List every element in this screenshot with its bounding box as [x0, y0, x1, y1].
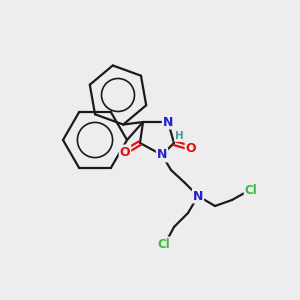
Text: O: O [120, 146, 130, 158]
Text: H: H [175, 131, 184, 141]
Text: N: N [193, 190, 203, 202]
Text: O: O [186, 142, 196, 154]
Text: Cl: Cl [158, 238, 170, 250]
Text: N: N [157, 148, 167, 161]
Text: N: N [163, 116, 173, 128]
Text: Cl: Cl [244, 184, 257, 196]
